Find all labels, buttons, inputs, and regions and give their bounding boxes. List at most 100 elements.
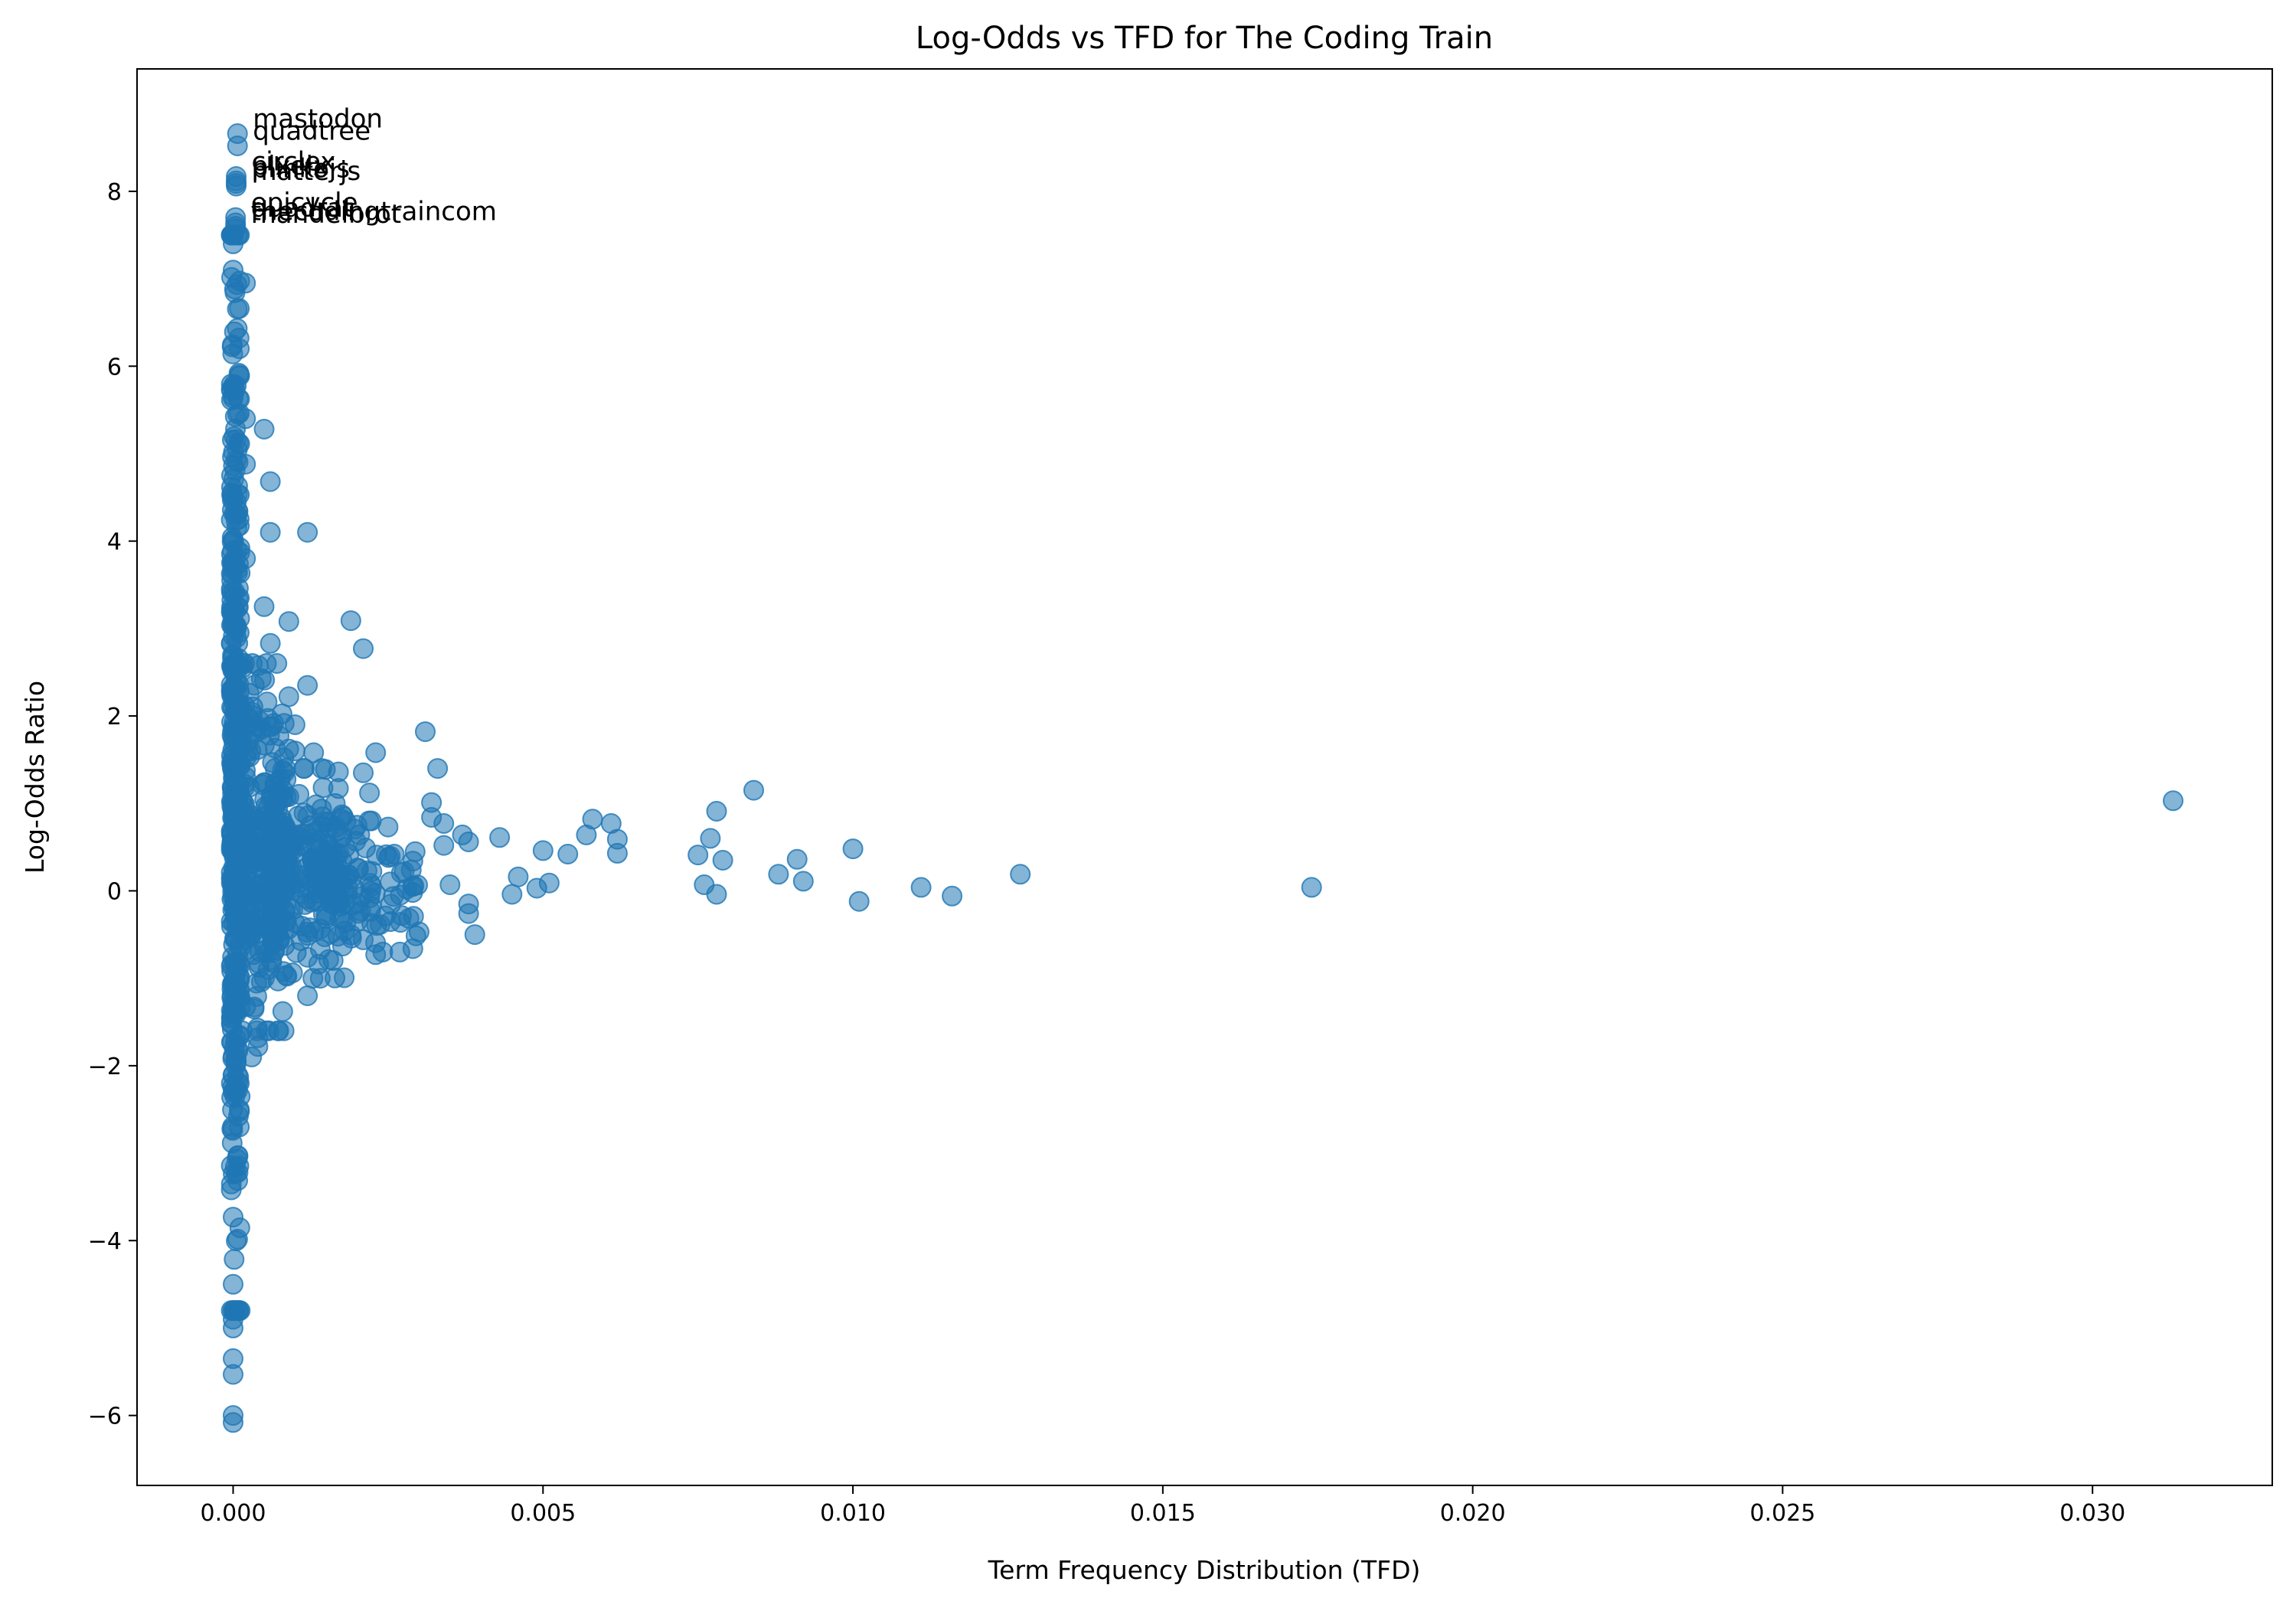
scatter-point	[576, 824, 597, 845]
scatter-point	[231, 814, 253, 835]
scatter-point	[365, 944, 387, 966]
scatter-point	[229, 364, 250, 386]
point-annotation: epicycle	[251, 188, 358, 218]
scatter-point	[227, 1228, 248, 1250]
scatter-point	[225, 218, 247, 240]
scatter-point	[278, 611, 299, 632]
scatter-point	[224, 866, 245, 887]
scatter-point	[226, 175, 247, 197]
scatter-point	[384, 844, 405, 864]
scatter-point	[340, 610, 361, 632]
scatter-point	[712, 850, 733, 871]
scatter-point	[389, 941, 410, 962]
scatter-point	[402, 851, 423, 872]
scatter-point	[229, 338, 250, 359]
scatter-point	[297, 521, 318, 543]
scatter-point	[433, 835, 455, 856]
scatter-point	[223, 531, 244, 552]
scatter-point	[318, 949, 339, 970]
scatter-point	[297, 675, 318, 696]
point-annotation: quadrat	[251, 193, 354, 224]
scatter-point	[266, 653, 288, 674]
scatter-point	[269, 887, 291, 908]
scatter-point	[260, 789, 282, 810]
scatter-point	[223, 833, 244, 855]
scatter-point	[261, 951, 283, 972]
x-tick-label: 0.005	[510, 1500, 576, 1527]
scatter-point	[256, 691, 278, 713]
scatter-point	[687, 845, 709, 866]
scatter-point	[284, 714, 305, 735]
scatter-point	[223, 1273, 243, 1295]
scatter-point	[600, 813, 622, 834]
scatter-point	[346, 815, 367, 836]
scatter-point	[241, 1046, 263, 1067]
scatter-point	[224, 1249, 245, 1270]
scatter-point	[501, 884, 523, 905]
scatter-point	[333, 879, 354, 900]
scatter-point	[235, 273, 256, 294]
scatter-point	[223, 1348, 243, 1369]
scatter-point	[229, 1099, 250, 1120]
scatter-point	[260, 824, 281, 845]
scatter-point	[328, 778, 349, 799]
scatter-point	[260, 471, 281, 492]
x-tick-label: 0.010	[820, 1500, 886, 1527]
scatter-point	[842, 838, 864, 860]
scatter-point	[768, 864, 789, 885]
scatter-point	[315, 908, 337, 930]
scatter-point	[325, 967, 345, 988]
scatter-point	[224, 897, 245, 918]
scatter-point	[222, 611, 243, 632]
point-annotation: mastodon	[253, 104, 383, 135]
x-tick-label: 0.020	[1440, 1500, 1506, 1527]
scatter-point	[452, 824, 473, 845]
scatter-point	[227, 136, 248, 156]
scatter-point	[427, 758, 449, 779]
scatter-point	[223, 1309, 243, 1330]
scatter-point	[253, 596, 275, 617]
scatter-point	[353, 929, 374, 950]
scatter-point	[359, 783, 380, 804]
scatter-point	[942, 885, 963, 907]
scatter-point	[910, 877, 932, 898]
x-axis-label: Term Frequency Distribution (TFD)	[988, 1555, 1421, 1585]
points-layer	[220, 123, 2183, 1433]
scatter-point	[315, 811, 337, 832]
x-tick-label: 0.000	[201, 1500, 266, 1527]
scatter-point	[396, 878, 417, 900]
scatter-point	[335, 837, 356, 858]
scatter-point	[415, 721, 436, 743]
scatter-point	[224, 792, 245, 814]
scatter-point	[557, 844, 579, 864]
scatter-point	[273, 920, 295, 941]
scatter-point	[260, 632, 281, 654]
scatter-point	[263, 851, 284, 873]
x-axis-ticks: 0.000 0.005 0.010 0.015 0.020 0.025 0.030	[201, 1485, 2125, 1527]
scatter-point	[289, 783, 310, 805]
scatter-point	[254, 669, 276, 691]
x-tick-label: 0.025	[1749, 1500, 1815, 1527]
y-tick-label: 4	[107, 529, 122, 556]
scatter-point	[365, 742, 387, 763]
scatter-point	[353, 638, 374, 659]
scatter-point	[239, 910, 260, 932]
scatter-point	[253, 419, 275, 440]
scatter-point	[377, 816, 399, 838]
scatter-point	[228, 1155, 250, 1177]
scatter-point	[786, 848, 808, 870]
y-tick-label: −4	[88, 1228, 122, 1255]
scatter-point	[302, 849, 322, 870]
y-tick-label: 8	[107, 179, 122, 206]
scatter-point	[278, 686, 299, 707]
scatter-point	[229, 1116, 250, 1138]
chart-title: Log-Odds vs TFD for The Coding Train	[916, 21, 1493, 56]
scatter-point	[229, 955, 250, 976]
scatter-point	[348, 858, 369, 880]
scatter-point	[235, 760, 256, 781]
scatter-point	[508, 866, 529, 887]
point-annotation: quadtree	[253, 116, 371, 147]
